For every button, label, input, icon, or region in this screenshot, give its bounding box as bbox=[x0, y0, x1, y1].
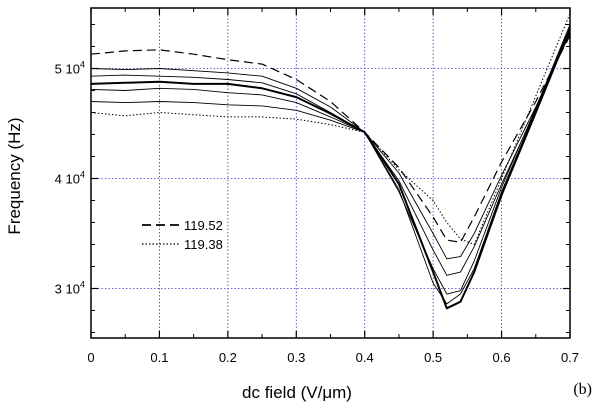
y-tick-exponent: 4 bbox=[80, 280, 85, 290]
panel-label: (b) bbox=[573, 381, 592, 398]
x-tick-label: 0.7 bbox=[561, 350, 579, 365]
y-axis-label: Frequency (Hz) bbox=[5, 117, 24, 234]
y-tick-exponent: 4 bbox=[80, 60, 85, 70]
x-tick-label: 0.4 bbox=[356, 350, 374, 365]
y-tick-mantissa: 4 10 bbox=[55, 172, 80, 187]
series-line-6 bbox=[90, 24, 571, 295]
x-tick-label: 0.5 bbox=[424, 350, 442, 365]
x-tick-label: 0.6 bbox=[493, 350, 511, 365]
legend-label: 119.52 bbox=[184, 218, 223, 233]
grid-lines bbox=[91, 8, 570, 338]
y-tick-label: 4 104 bbox=[55, 170, 85, 187]
legend: 119.52 119.38 bbox=[142, 218, 223, 252]
x-tick-label: 0.3 bbox=[287, 350, 305, 365]
y-tick-mantissa: 3 10 bbox=[55, 282, 80, 297]
y-tick-label: 5 104 bbox=[55, 60, 85, 77]
series-line-1 bbox=[90, 35, 571, 243]
legend-label: 119.38 bbox=[184, 237, 223, 252]
x-axis-label: dc field (V/μm) bbox=[242, 383, 352, 402]
y-tick-label: 3 104 bbox=[55, 280, 85, 297]
y-tick-exponent: 4 bbox=[80, 170, 85, 180]
x-tick-label: 0.1 bbox=[150, 350, 168, 365]
y-tick-mantissa: 5 10 bbox=[55, 62, 80, 77]
x-tick-label: 0.2 bbox=[219, 350, 237, 365]
series-line-4 bbox=[90, 28, 571, 310]
series-line-7 bbox=[90, 13, 571, 245]
data-series bbox=[90, 13, 571, 310]
x-tick-label: 0 bbox=[87, 350, 94, 365]
series-line-3 bbox=[90, 30, 571, 276]
